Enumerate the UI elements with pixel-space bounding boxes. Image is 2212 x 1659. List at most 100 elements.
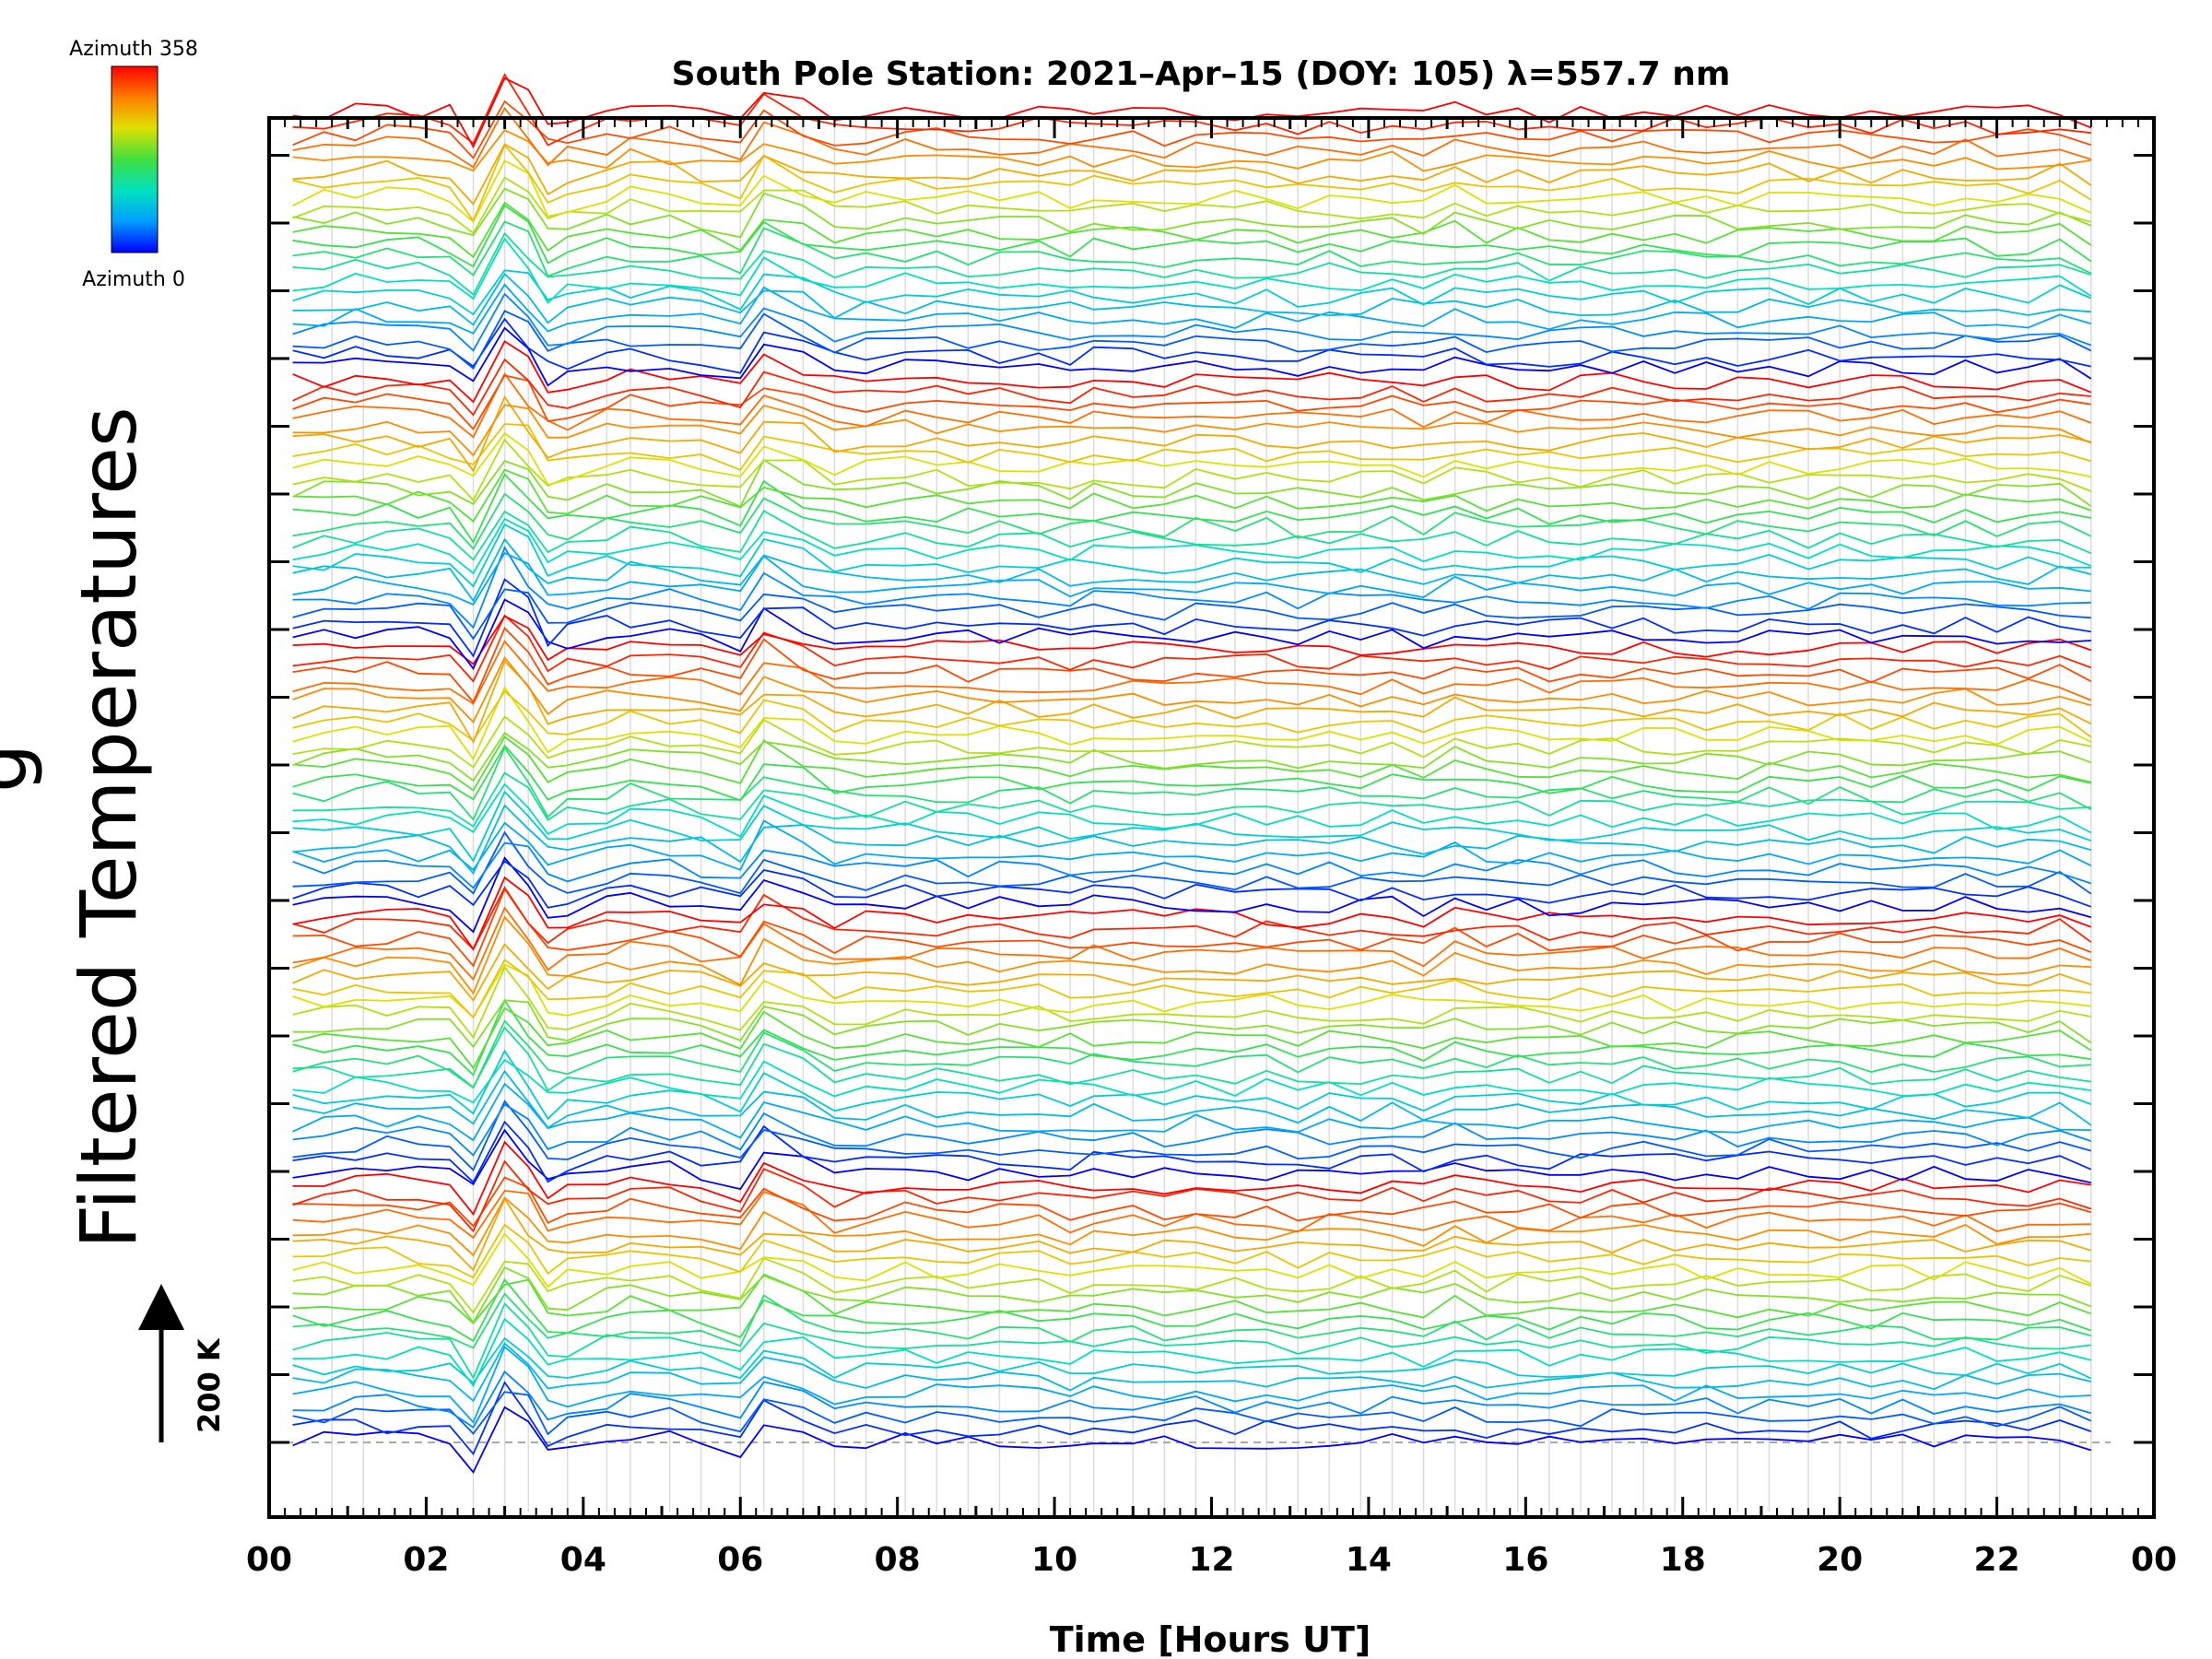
x-tick-label: 18 [1660, 1541, 1706, 1579]
series-trace-34 [292, 999, 2092, 1049]
series-trace-13 [292, 1257, 2092, 1314]
series-trace-46 [292, 830, 2092, 895]
series-trace-27 [292, 1069, 2092, 1129]
series-trace-52 [292, 771, 2091, 828]
series-trace-63 [292, 627, 2092, 704]
series-trace-29 [292, 1058, 2091, 1104]
series-trace-11 [292, 1273, 2092, 1325]
series-trace-5 [292, 1342, 2092, 1403]
series-trace-53 [292, 746, 2092, 821]
series-trace-81 [292, 423, 2092, 471]
series-trace-62 [292, 640, 2092, 705]
series-trace-103 [292, 144, 2092, 223]
series-trace-30 [292, 1026, 2091, 1092]
series-trace-17 [292, 1196, 2091, 1257]
series-trace-7 [292, 1317, 2092, 1388]
series-trace-39 [292, 915, 2091, 995]
series-trace-55 [292, 735, 2092, 792]
series-trace-95 [292, 237, 2092, 305]
series-trace-20 [292, 1159, 2092, 1233]
colorbar-top-label: Azimuth 358 [69, 38, 198, 61]
series-trace-105 [292, 129, 2091, 172]
series-trace-75 [292, 492, 2092, 550]
series-trace-90 [292, 310, 2092, 371]
series-trace-25 [292, 1103, 2092, 1157]
x-tick-label: 22 [1974, 1541, 2020, 1579]
series-trace-19 [292, 1176, 2092, 1228]
series-trace-3 [292, 1370, 2092, 1429]
series-trace-88 [292, 326, 2092, 387]
series-trace-71 [292, 537, 2092, 603]
series-trace-82 [292, 394, 2091, 473]
series-trace-100 [292, 187, 2092, 239]
series-trace-57 [292, 715, 2091, 769]
series-trace-23 [292, 1120, 2092, 1184]
x-tick-label: 06 [717, 1541, 763, 1579]
series-trace-109 [292, 76, 2092, 149]
series-trace-43 [292, 876, 2092, 951]
series-trace-24 [292, 1100, 2092, 1171]
y-axis-label-clipped: g [0, 744, 44, 793]
series-trace-91 [292, 292, 2092, 352]
series-trace-59 [292, 689, 2092, 742]
series-trace-10 [292, 1277, 2092, 1343]
x-tick-label: 02 [403, 1541, 449, 1579]
y-axis-label: Filtered Temperatures [64, 406, 154, 1249]
x-tick-label: 14 [1346, 1541, 1392, 1579]
colorbar-bottom-label: Azimuth 0 [82, 268, 185, 291]
grid-lines [331, 124, 2092, 1512]
scale-label: 200 K [192, 1337, 227, 1433]
series-trace-0 [292, 1406, 2092, 1475]
series-trace-31 [292, 1019, 2091, 1089]
series-trace-94 [292, 269, 2092, 316]
series-trace-66 [292, 598, 2091, 671]
series-trace-4 [292, 1345, 2091, 1424]
series-trace-85 [292, 374, 2091, 430]
series-trace-77 [292, 468, 2092, 523]
series-trace-40 [292, 906, 2092, 982]
series-trace-16 [292, 1197, 2092, 1272]
series-trace-41 [292, 887, 2092, 968]
series-trace-107 [292, 100, 2092, 159]
series-trace-69 [292, 546, 2091, 629]
series-trace-98 [292, 204, 2092, 268]
series-trace-9 [292, 1292, 2092, 1349]
series-trace-83 [292, 404, 2092, 457]
series-trace-104 [292, 143, 2092, 206]
series-trace-12 [292, 1266, 2092, 1324]
series-trace-51 [292, 782, 2092, 838]
series-trace-102 [292, 159, 2092, 223]
series-traces [292, 72, 2092, 1475]
series-trace-96 [292, 231, 2092, 296]
series-trace-45 [292, 860, 2092, 909]
series-trace-36 [292, 963, 2091, 1018]
series-trace-47 [292, 841, 2092, 889]
series-trace-58 [292, 686, 2092, 761]
axis-ticks [267, 118, 2156, 1517]
x-tick-label: 08 [875, 1541, 921, 1579]
series-trace-14 [292, 1232, 2092, 1288]
series-trace-76 [292, 473, 2091, 545]
series-trace-78 [292, 458, 2092, 508]
series-trace-21 [292, 1140, 2091, 1217]
series-trace-67 [292, 578, 2091, 658]
series-trace-84 [292, 371, 2092, 439]
series-trace-28 [292, 1049, 2092, 1121]
x-axis-label: Time [Hours UT] [1050, 1619, 1371, 1659]
x-tick-label: 12 [1188, 1541, 1234, 1579]
series-trace-106 [292, 106, 2092, 169]
colorbar [111, 65, 159, 253]
series-trace-64 [292, 614, 2092, 683]
series-trace-93 [292, 272, 2091, 326]
series-trace-99 [292, 201, 2092, 259]
series-trace-42 [292, 886, 2092, 951]
series-trace-68 [292, 588, 2091, 641]
series-trace-56 [292, 732, 2092, 782]
series-trace-26 [292, 1082, 2091, 1142]
series-trace-35 [292, 965, 2091, 1040]
series-trace-48 [292, 819, 2092, 872]
series-trace-73 [292, 517, 2092, 575]
x-tick-label: 00 [246, 1541, 292, 1579]
x-tick-label: 00 [2131, 1541, 2177, 1579]
